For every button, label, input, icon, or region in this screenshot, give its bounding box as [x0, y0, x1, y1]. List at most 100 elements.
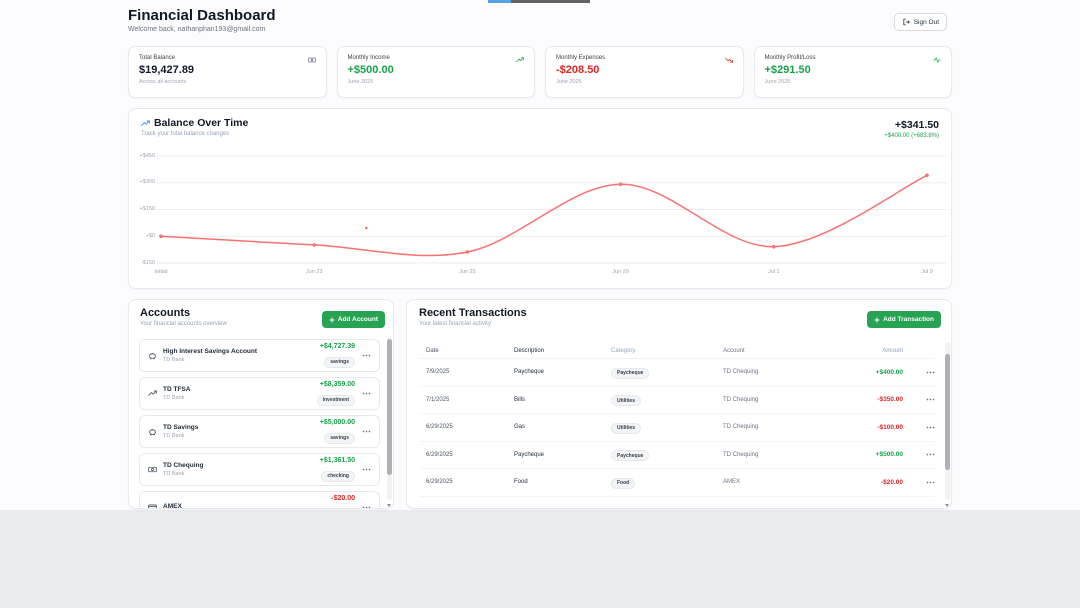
table-row: 6/29/2025 Food Food AMEX -$20.00 — [419, 469, 935, 497]
account-bank: TD Bank — [163, 394, 185, 401]
balance-line-chart[interactable] — [129, 109, 953, 290]
scrollbar-thumb[interactable] — [945, 354, 950, 470]
account-bank: TD Bank — [163, 470, 185, 477]
add-account-button[interactable]: Add Account — [321, 311, 385, 328]
account-row-td-tfsa: TD TFSA TD Bank +$8,359.00 investment — [139, 377, 380, 410]
accounts-scrollbar[interactable] — [387, 338, 392, 507]
account-row-td-chequing: TD Chequing TD Bank +$1,361.50 checking — [139, 453, 380, 486]
account-balance: +$4,727.39 — [319, 343, 355, 350]
chart-change-value: +$400.00 (+683.8%) — [884, 133, 939, 139]
plus-icon — [874, 316, 880, 323]
column-header-description: Description — [514, 347, 545, 354]
account-menu-button[interactable] — [362, 468, 371, 471]
credit-card-icon — [148, 503, 157, 508]
stat-value: -$208.50 — [556, 64, 600, 76]
table-row-partial — [419, 497, 935, 508]
ellipsis-icon — [362, 392, 371, 395]
chart-x-axis: Initial Jun 23 Jun 25 Jun 29 Jul 1 Jul 9 — [129, 269, 953, 279]
account-name: High Interest Savings Account — [163, 348, 258, 356]
activity-icon — [933, 56, 941, 64]
cell-date: 6/29/2025 — [426, 424, 453, 431]
cell-date: 7/1/2025 — [426, 396, 450, 403]
add-transaction-button[interactable]: Add Transaction — [867, 311, 941, 328]
table-row: 6/29/2025 Gas Utilities TD Chequing -$10… — [419, 414, 935, 442]
account-menu-button[interactable] — [362, 354, 371, 357]
cell-amount: +$400.00 — [875, 368, 903, 376]
table-header-row: Date Description Category Account Amount — [419, 343, 935, 359]
ellipsis-icon — [926, 398, 935, 401]
trending-down-icon — [724, 56, 733, 64]
table-row: 6/29/2025 Paycheque Paycheque TD Chequin… — [419, 442, 935, 469]
category-badge: Paycheque — [611, 367, 650, 379]
account-balance: -$20.00 — [331, 495, 355, 502]
chart-title: Balance Over Time — [154, 117, 249, 129]
transaction-menu-button[interactable] — [926, 398, 935, 401]
cell-account: AMEX — [723, 479, 741, 486]
logout-icon — [903, 18, 910, 26]
top-loading-bar — [511, 0, 590, 3]
stat-subtext: Across all accounts — [139, 79, 187, 85]
cell-account: TD Chequing — [723, 451, 759, 458]
stat-card-total-balance: Total Balance $19,427.89 Across all acco… — [128, 46, 327, 98]
scrollbar-thumb[interactable] — [387, 339, 392, 475]
balance-over-time-panel: Balance Over Time Track your total balan… — [128, 108, 952, 289]
stat-subtext: June 2025 — [556, 79, 582, 85]
account-name: AMEX — [163, 503, 182, 509]
account-name: TD Chequing — [163, 462, 204, 470]
accounts-panel: Accounts Your financial accounts overvie… — [128, 299, 394, 509]
account-bank: TD Bank — [163, 432, 185, 439]
transaction-menu-button[interactable] — [926, 426, 935, 429]
y-axis-tick: +$150 — [139, 206, 155, 212]
welcome-text: Welcome back, nathanphan193@gmail.com — [128, 26, 266, 33]
piggy-bank-icon — [148, 351, 157, 360]
trending-up-icon — [141, 119, 150, 128]
accounts-header: Accounts Your financial accounts overvie… — [140, 307, 227, 327]
account-menu-button[interactable] — [362, 506, 371, 508]
account-type-badge: investment — [316, 394, 355, 406]
stat-value: +$500.00 — [347, 64, 394, 76]
sign-out-label: Sign Out — [913, 18, 939, 26]
x-axis-tick: Jun 25 — [459, 269, 476, 275]
ellipsis-icon — [926, 426, 935, 429]
chart-subtitle: Track your total balance changes — [141, 131, 230, 137]
ellipsis-icon — [926, 371, 935, 374]
ellipsis-icon — [362, 354, 371, 357]
piggy-bank-icon — [148, 427, 157, 436]
transaction-menu-button[interactable] — [926, 481, 935, 484]
column-header-category: Category — [611, 347, 636, 354]
transactions-scrollbar[interactable] — [945, 342, 950, 507]
transactions-header: Recent Transactions Your latest financia… — [419, 307, 527, 327]
add-account-label: Add Account — [337, 316, 378, 323]
account-name: TD Savings — [163, 424, 199, 432]
table-row: 7/9/2025 Paycheque Paycheque TD Chequing… — [419, 359, 935, 387]
transaction-menu-button[interactable] — [926, 371, 935, 374]
transactions-subtitle: Your latest financial activity — [419, 321, 491, 327]
accounts-subtitle: Your financial accounts overview — [140, 321, 227, 327]
cell-description: Paycheque — [514, 451, 545, 458]
account-balance: +$1,361.50 — [319, 457, 355, 464]
account-menu-button[interactable] — [362, 392, 371, 395]
account-balance: +$8,359.00 — [319, 381, 355, 388]
account-row-amex: AMEX -$20.00 — [139, 491, 380, 509]
cell-amount: -$20.00 — [880, 478, 903, 486]
account-menu-button[interactable] — [362, 430, 371, 433]
accounts-title: Accounts — [140, 307, 191, 319]
add-transaction-label: Add Transaction — [883, 316, 934, 323]
sign-out-button[interactable]: Sign Out — [893, 13, 947, 31]
accounts-list: High Interest Savings Account TD Bank +$… — [139, 339, 380, 509]
account-bank: TD Bank — [163, 356, 185, 363]
cell-date: 6/29/2025 — [426, 451, 453, 458]
x-axis-tick: Jun 29 — [612, 269, 629, 275]
ellipsis-icon — [362, 430, 371, 433]
category-badge: Utilities — [611, 395, 642, 407]
cell-account: TD Chequing — [723, 369, 759, 376]
scroll-down-arrow-icon[interactable] — [945, 504, 949, 507]
transaction-menu-button[interactable] — [926, 453, 935, 456]
column-header-date: Date — [426, 347, 439, 354]
scroll-down-arrow-icon[interactable] — [387, 504, 391, 507]
category-badge: Food — [611, 477, 636, 489]
trending-up-icon — [516, 56, 524, 64]
stat-label: Monthly Profit/Loss — [764, 55, 816, 61]
chart-header: Balance Over Time Track your total balan… — [141, 117, 248, 137]
y-axis-tick: -$150 — [140, 259, 155, 266]
